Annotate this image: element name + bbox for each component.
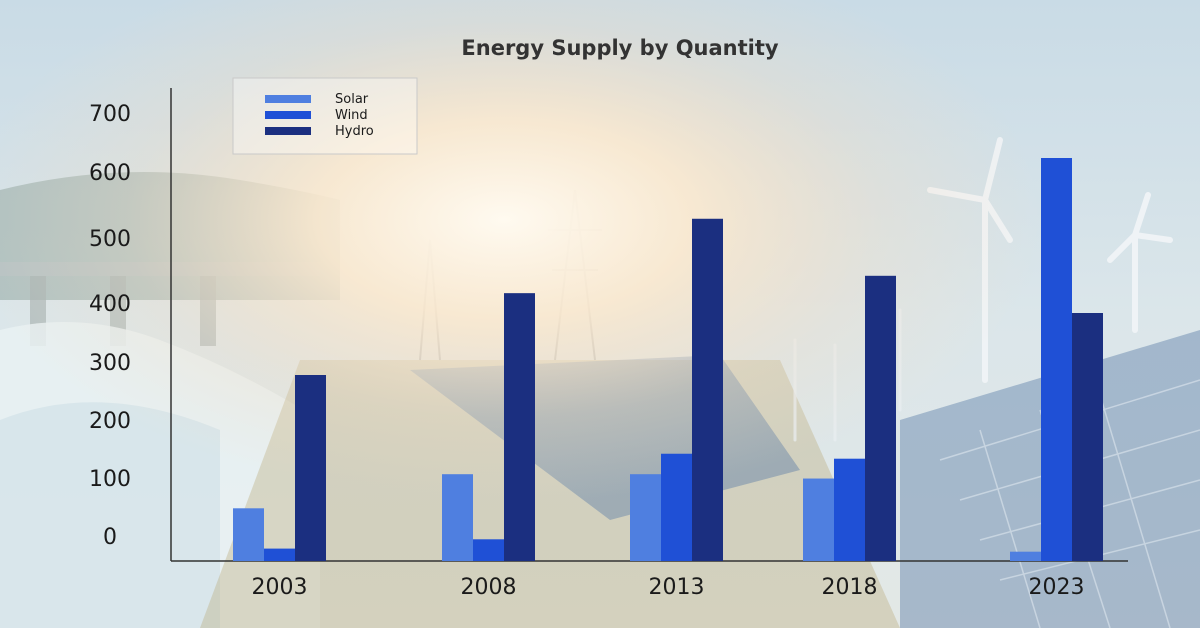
bar-hydro-2023 xyxy=(1072,313,1103,561)
x-axis-ticks: 2003 2008 2013 2018 2023 xyxy=(252,575,1085,600)
bar-solar-2008 xyxy=(442,474,473,561)
legend-label-wind: Wind xyxy=(335,108,368,123)
x-tick-label: 2008 xyxy=(461,575,517,600)
y-tick-label: 300 xyxy=(89,351,131,376)
bar-hydro-2013 xyxy=(692,218,723,561)
y-tick-label: 500 xyxy=(89,227,131,252)
bar-solar-2003 xyxy=(233,508,264,561)
legend-label-solar: Solar xyxy=(335,92,369,107)
legend-swatch-hydro xyxy=(265,127,311,135)
bar-wind-2013 xyxy=(661,453,692,561)
bar-solar-2018 xyxy=(803,478,834,561)
bar-wind-2003 xyxy=(264,548,295,561)
bar-hydro-2003 xyxy=(295,375,326,561)
legend-label-hydro: Hydro xyxy=(335,124,374,139)
bar-wind-2018 xyxy=(834,458,865,561)
bars xyxy=(233,158,1103,561)
legend-swatch-wind xyxy=(265,111,311,119)
y-tick-label: 400 xyxy=(89,292,131,317)
y-tick-label: 600 xyxy=(89,161,131,186)
bar-wind-2008 xyxy=(473,539,504,561)
y-tick-label: 100 xyxy=(89,467,131,492)
x-tick-label: 2023 xyxy=(1029,575,1085,600)
x-tick-label: 2003 xyxy=(252,575,308,600)
legend-box xyxy=(232,77,418,155)
y-tick-label: 0 xyxy=(103,525,117,550)
chart-title: Energy Supply by Quantity xyxy=(461,36,778,60)
bar-solar-2023 xyxy=(1010,551,1041,561)
x-tick-label: 2013 xyxy=(649,575,705,600)
bar-solar-2013 xyxy=(630,474,661,561)
bar-hydro-2008 xyxy=(504,293,535,561)
x-tick-label: 2018 xyxy=(822,575,878,600)
y-tick-label: 200 xyxy=(89,409,131,434)
legend-swatch-solar xyxy=(265,95,311,103)
y-axis-ticks: 700 600 500 400 300 200 100 0 xyxy=(89,102,131,550)
bar-hydro-2018 xyxy=(865,275,896,561)
bar-wind-2023 xyxy=(1041,158,1072,561)
y-tick-label: 700 xyxy=(89,102,131,127)
